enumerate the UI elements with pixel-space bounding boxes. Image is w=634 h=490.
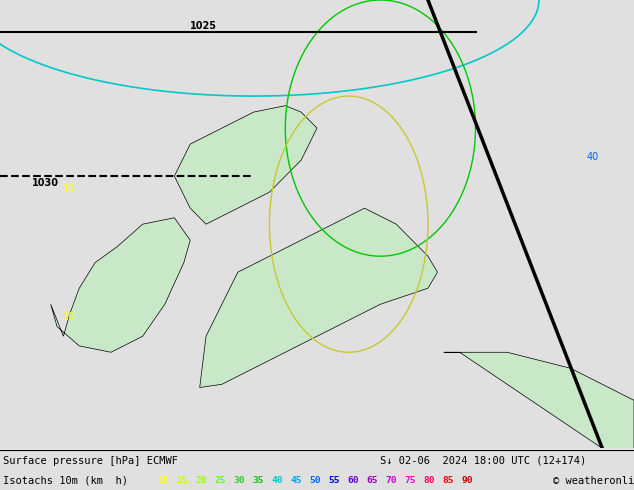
Text: 25: 25 <box>214 476 226 485</box>
Text: Isotachs 10m (km  h): Isotachs 10m (km h) <box>3 476 128 486</box>
Text: 35: 35 <box>252 476 264 485</box>
Text: 85: 85 <box>443 476 454 485</box>
Text: 40: 40 <box>271 476 283 485</box>
Text: 70: 70 <box>385 476 397 485</box>
Text: 45: 45 <box>290 476 302 485</box>
Text: © weatheronline.co.uk: © weatheronline.co.uk <box>553 476 634 486</box>
Text: 1030: 1030 <box>32 178 59 188</box>
Text: 20: 20 <box>365 0 377 2</box>
Text: 65: 65 <box>366 476 378 485</box>
Polygon shape <box>51 218 190 352</box>
Text: 30: 30 <box>233 476 245 485</box>
Text: 10: 10 <box>63 184 75 194</box>
Text: 10: 10 <box>157 476 169 485</box>
Text: 75: 75 <box>404 476 416 485</box>
Text: 90: 90 <box>462 476 473 485</box>
Polygon shape <box>174 106 317 224</box>
Text: 20: 20 <box>195 476 207 485</box>
Text: 60: 60 <box>347 476 359 485</box>
Polygon shape <box>444 352 634 448</box>
Text: 15: 15 <box>176 476 188 485</box>
Text: 50: 50 <box>309 476 321 485</box>
Polygon shape <box>200 208 437 388</box>
Text: 1025: 1025 <box>190 21 217 31</box>
Text: 10: 10 <box>63 312 75 322</box>
Text: 80: 80 <box>424 476 435 485</box>
Text: S↓ 02-06  2024 18:00 UTC (12+174): S↓ 02-06 2024 18:00 UTC (12+174) <box>380 456 586 466</box>
Text: 40: 40 <box>586 152 598 162</box>
Text: 55: 55 <box>328 476 340 485</box>
Text: Surface pressure [hPa] ECMWF: Surface pressure [hPa] ECMWF <box>3 456 178 466</box>
